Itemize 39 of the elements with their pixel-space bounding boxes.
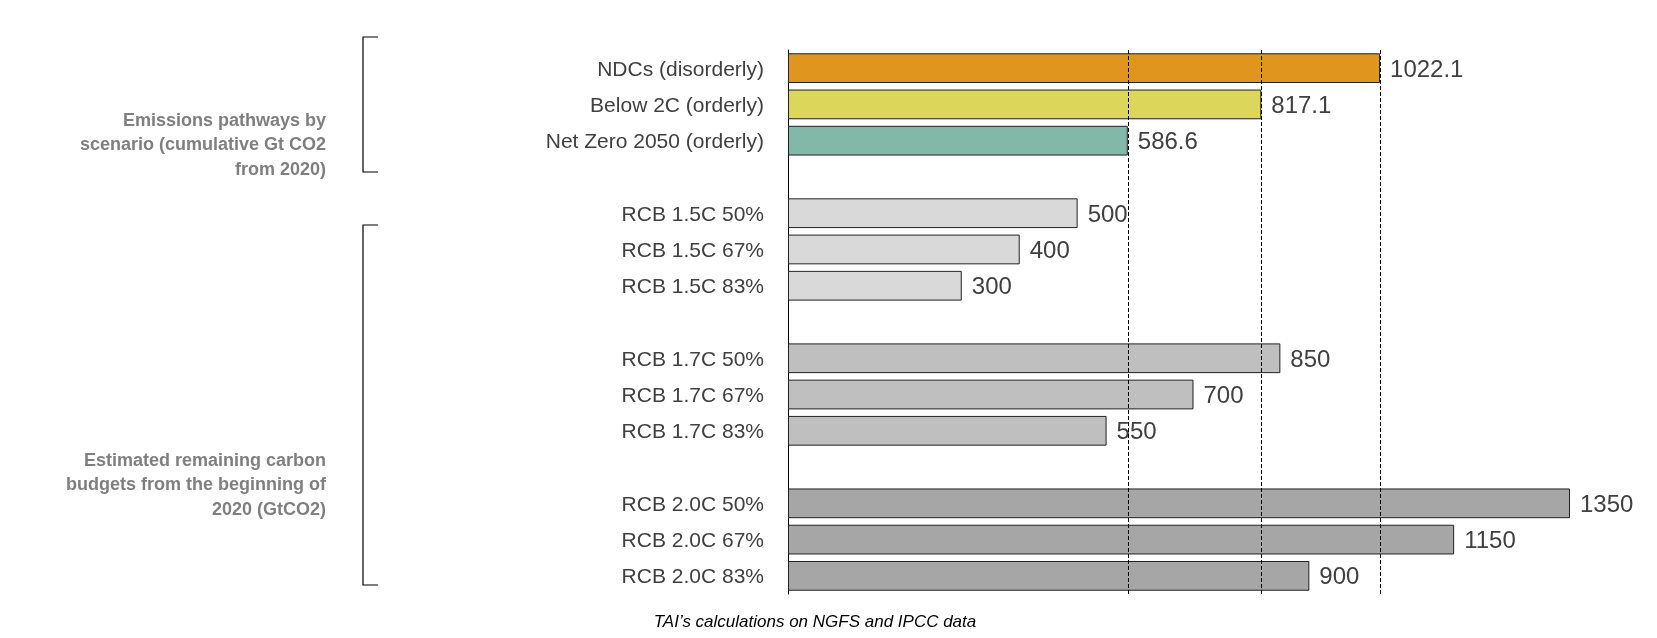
data-label: 1022.1 <box>1390 54 1464 82</box>
bar <box>788 89 1262 120</box>
y-tick-label: RCB 2.0C 67% <box>621 528 764 552</box>
bar <box>788 379 1194 410</box>
y-tick-label: RCB 1.5C 50% <box>621 201 764 225</box>
data-label: 550 <box>1116 417 1157 445</box>
bar <box>788 561 1310 591</box>
data-label: 817.1 <box>1271 90 1332 118</box>
bar <box>788 343 1281 374</box>
text: Emissions pathways by scenario (cumulative Gt CO2 from 2020) <box>78 109 326 181</box>
y-tick-label: NDCs (disorderly) <box>597 56 764 80</box>
data-label: 850 <box>1290 344 1331 372</box>
y-tick-label: Below 2C (orderly) <box>590 92 764 116</box>
data-label: 900 <box>1319 562 1360 590</box>
data-label: 1350 <box>1580 489 1634 517</box>
text: Estimated remaining carbon budgets from the beginning of 2020 (GtCO2) <box>66 449 326 521</box>
y-tick-label: RCB 1.5C 83% <box>621 274 764 298</box>
bar <box>788 524 1455 555</box>
text: TAI’s calculations on NGFS and IPCC data <box>652 612 978 632</box>
data-label: 400 <box>1029 235 1070 263</box>
y-tick-label: RCB 1.5C 67% <box>621 237 764 261</box>
data-label: 500 <box>1087 199 1128 227</box>
bar <box>788 198 1078 229</box>
bar <box>788 125 1128 156</box>
bar <box>788 415 1107 446</box>
bar <box>788 270 962 301</box>
y-tick-label: RCB 2.0C 83% <box>621 564 764 588</box>
data-label: 586.6 <box>1137 127 1198 155</box>
y-tick-label: Net Zero 2050 (orderly) <box>545 129 764 153</box>
bar <box>788 234 1020 265</box>
bar <box>788 488 1570 519</box>
y-tick-label: RCB 1.7C 83% <box>621 419 764 443</box>
data-label: 300 <box>971 272 1012 300</box>
data-label: 700 <box>1203 381 1244 409</box>
bar <box>788 53 1381 83</box>
data-label: 1150 <box>1464 526 1516 554</box>
y-tick-label: RCB 2.0C 50% <box>621 491 764 515</box>
y-tick-label: RCB 1.7C 67% <box>621 383 764 407</box>
y-tick-label: RCB 1.7C 50% <box>621 346 764 370</box>
